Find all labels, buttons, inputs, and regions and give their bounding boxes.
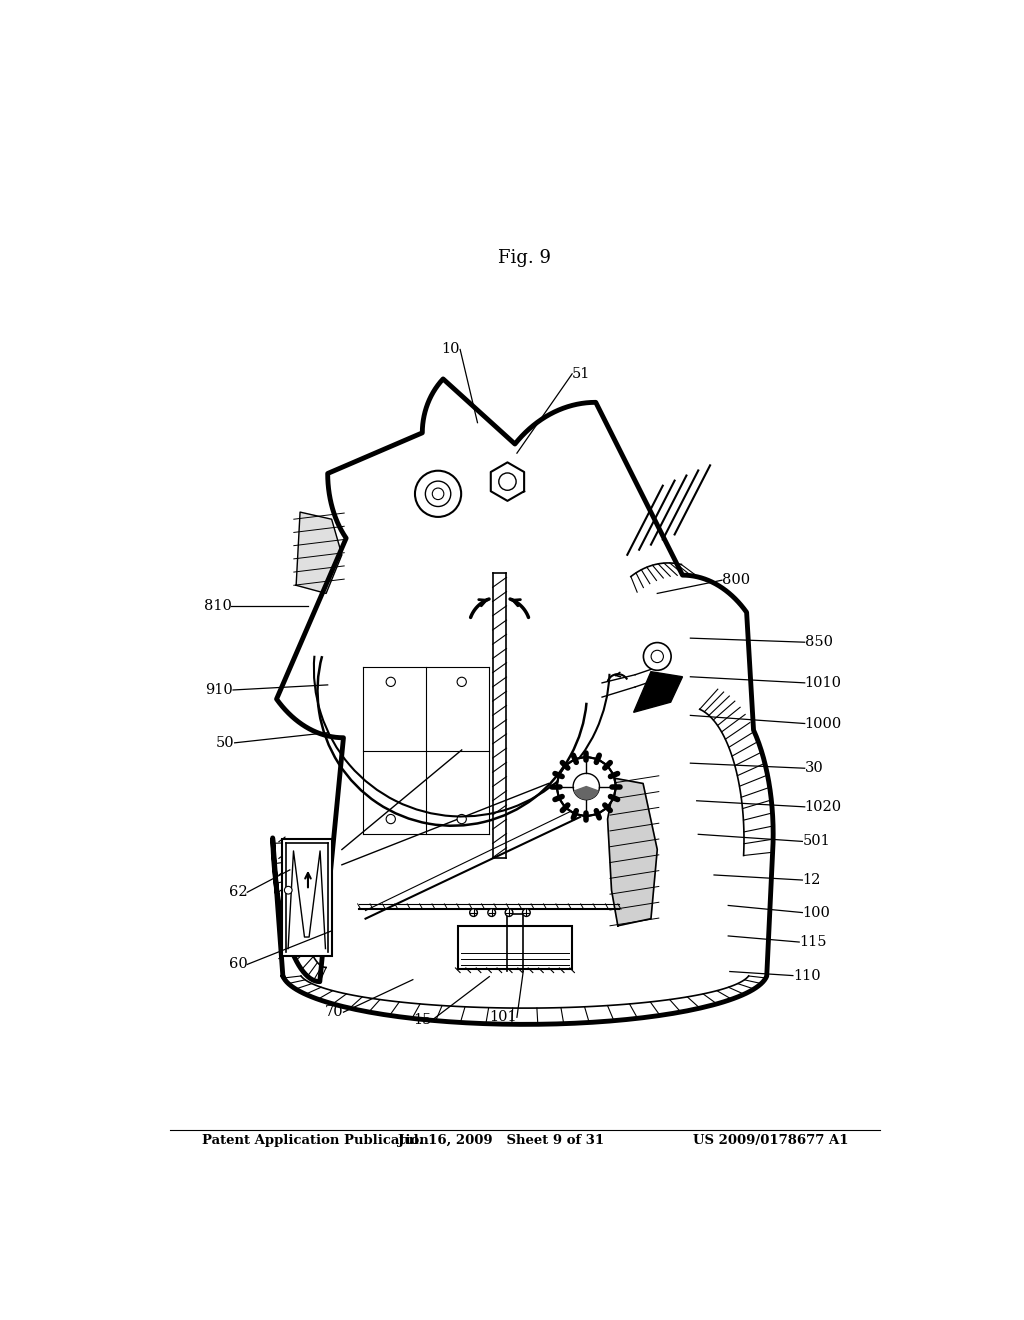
Text: 910: 910 [206, 682, 233, 697]
Circle shape [425, 480, 451, 507]
Text: 62: 62 [228, 886, 247, 899]
Circle shape [285, 886, 292, 894]
Circle shape [499, 473, 516, 490]
Bar [458, 925, 572, 969]
Polygon shape [296, 512, 342, 594]
Text: 51: 51 [572, 367, 591, 381]
Text: 70: 70 [325, 1005, 343, 1019]
Text: 501: 501 [803, 834, 830, 849]
Text: 810: 810 [204, 598, 231, 612]
Text: 100: 100 [803, 906, 830, 920]
Circle shape [470, 908, 477, 916]
Text: 10: 10 [441, 342, 460, 356]
Circle shape [487, 908, 496, 916]
Text: 1020: 1020 [805, 800, 842, 814]
Polygon shape [607, 779, 657, 925]
Polygon shape [574, 787, 598, 799]
Text: 15: 15 [414, 1014, 432, 1027]
Circle shape [415, 471, 461, 517]
Text: 60: 60 [228, 957, 247, 972]
Circle shape [573, 774, 599, 800]
Circle shape [522, 908, 530, 916]
Text: 1000: 1000 [805, 717, 842, 730]
Text: 850: 850 [805, 635, 833, 649]
Text: 110: 110 [793, 969, 820, 982]
Circle shape [432, 488, 443, 499]
Circle shape [386, 677, 395, 686]
Circle shape [386, 814, 395, 824]
Polygon shape [272, 379, 773, 1024]
Text: Fig. 9: Fig. 9 [499, 249, 551, 267]
Polygon shape [490, 462, 524, 500]
Circle shape [457, 814, 466, 824]
Text: Patent Application Publication: Patent Application Publication [202, 1134, 428, 1147]
Text: 50: 50 [216, 735, 234, 750]
Text: 12: 12 [803, 873, 820, 887]
Text: 800: 800 [722, 573, 750, 587]
Text: 101: 101 [489, 1010, 517, 1024]
Circle shape [651, 651, 664, 663]
Bar [282, 840, 332, 956]
Circle shape [505, 908, 513, 916]
Text: 1010: 1010 [805, 676, 842, 690]
Circle shape [457, 677, 466, 686]
Circle shape [643, 643, 671, 671]
Circle shape [557, 758, 615, 816]
Text: 30: 30 [805, 762, 823, 775]
Text: 115: 115 [799, 935, 826, 949]
Text: Jul. 16, 2009   Sheet 9 of 31: Jul. 16, 2009 Sheet 9 of 31 [398, 1134, 604, 1147]
Text: US 2009/0178677 A1: US 2009/0178677 A1 [692, 1134, 848, 1147]
Polygon shape [634, 672, 682, 713]
